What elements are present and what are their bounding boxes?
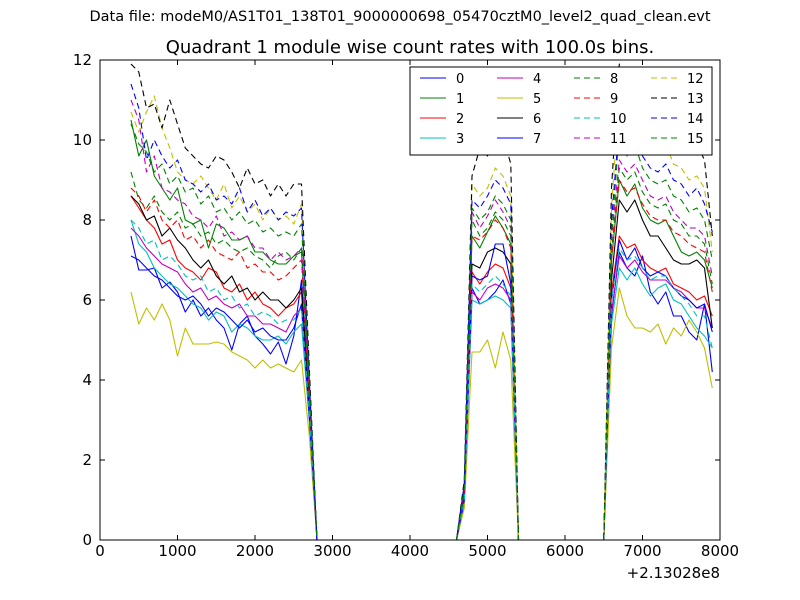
y-tick-label: 6 (82, 291, 92, 309)
x-tick-label: 7000 (623, 542, 661, 560)
legend-label-12: 12 (687, 72, 704, 87)
legend-label-15: 15 (687, 132, 704, 147)
legend-label-11: 11 (610, 132, 627, 147)
x-offset-label: +2.13028e8 (627, 564, 720, 582)
series-line-10 (130, 219, 713, 541)
series-line-3 (130, 219, 713, 541)
series-line-6 (130, 195, 713, 541)
legend-label-3: 3 (456, 132, 464, 147)
series-line-5 (130, 287, 713, 541)
series-line-15 (130, 123, 713, 541)
y-tick-label: 0 (82, 531, 92, 549)
y-tick-label: 8 (82, 211, 92, 229)
legend-label-14: 14 (687, 112, 704, 127)
x-tick-label: 1000 (158, 542, 196, 560)
x-tick-label: 4000 (391, 542, 429, 560)
legend-label-6: 6 (533, 112, 541, 127)
axes: 0 1000 2000 3000 4000 5000 6000 7000 80000246810… (73, 51, 739, 560)
legend-label-2: 2 (456, 112, 464, 127)
x-tick-label: 5000 (468, 542, 506, 560)
legend-label-7: 7 (533, 132, 541, 147)
legend-label-13: 13 (687, 92, 704, 107)
suptitle: Data file: modeM0/AS1T01_138T01_90000006… (89, 9, 711, 25)
series-line-0 (130, 235, 713, 541)
chart-title: Quadrant 1 module wise count rates with … (165, 37, 655, 58)
x-tick-label: 2000 (236, 542, 274, 560)
legend-label-9: 9 (610, 92, 618, 107)
legend-box (409, 66, 713, 156)
legend-label-1: 1 (456, 92, 464, 107)
series-line-7 (130, 239, 713, 541)
y-tick-label: 2 (82, 451, 92, 469)
legend-label-0: 0 (456, 72, 464, 87)
series-line-12 (130, 91, 713, 541)
x-tick-label: 6000 (546, 542, 584, 560)
y-tick-label: 4 (82, 371, 92, 389)
series-line-11 (130, 99, 713, 541)
x-tick-label: 3000 (313, 542, 351, 560)
series-line-1 (130, 119, 713, 541)
legend-label-4: 4 (533, 72, 541, 87)
legend-label-5: 5 (533, 92, 541, 107)
x-tick-label: 0 (95, 542, 105, 560)
series-line-8 (130, 167, 713, 541)
y-tick-label: 10 (73, 131, 92, 149)
y-tick-label: 12 (73, 51, 92, 69)
x-tick-label: 8000 (701, 542, 739, 560)
legend-label-10: 10 (610, 112, 627, 127)
series-line-9 (130, 179, 713, 541)
series-line-2 (130, 195, 713, 541)
legend-label-8: 8 (610, 72, 618, 87)
